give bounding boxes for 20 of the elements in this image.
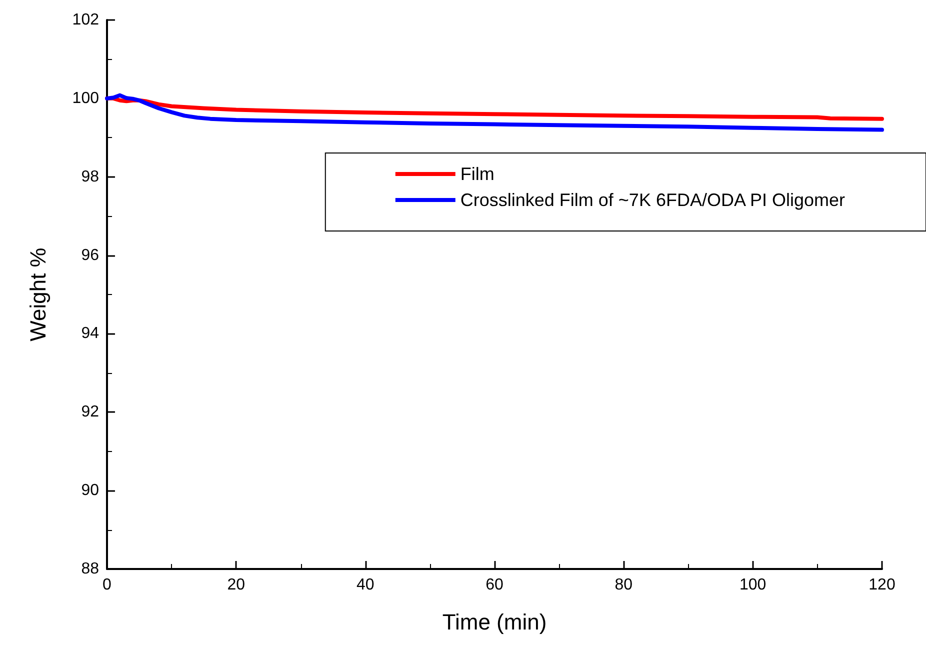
x-tick-label: 60 xyxy=(486,576,504,594)
x-tick-label: 40 xyxy=(356,576,374,594)
y-tick-label: 98 xyxy=(81,168,100,186)
y-tick-label: 96 xyxy=(81,246,100,264)
x-axis-title: Time (min) xyxy=(442,610,547,634)
line-series xyxy=(105,93,884,132)
y-tick-label: 92 xyxy=(81,404,100,421)
x-tick-label: 100 xyxy=(739,576,766,594)
x-tick-label: 20 xyxy=(227,576,246,594)
x-tick-label: 120 xyxy=(868,576,896,594)
legend-label: Film xyxy=(460,164,494,184)
y-tick-label: 102 xyxy=(72,12,100,28)
y-tick-label: 88 xyxy=(81,560,100,578)
y-tick-label: 90 xyxy=(81,482,100,500)
y-tick-label: 94 xyxy=(81,325,100,342)
y-axis-title: Weight % xyxy=(26,248,50,342)
legend-label: Crosslinked Film of ~7K 6FDA/ODA PI Oligomer xyxy=(460,190,846,210)
x-tick-label: 0 xyxy=(102,576,112,594)
y-tick-label: 100 xyxy=(72,90,100,107)
x-tick-label: 80 xyxy=(614,576,633,594)
